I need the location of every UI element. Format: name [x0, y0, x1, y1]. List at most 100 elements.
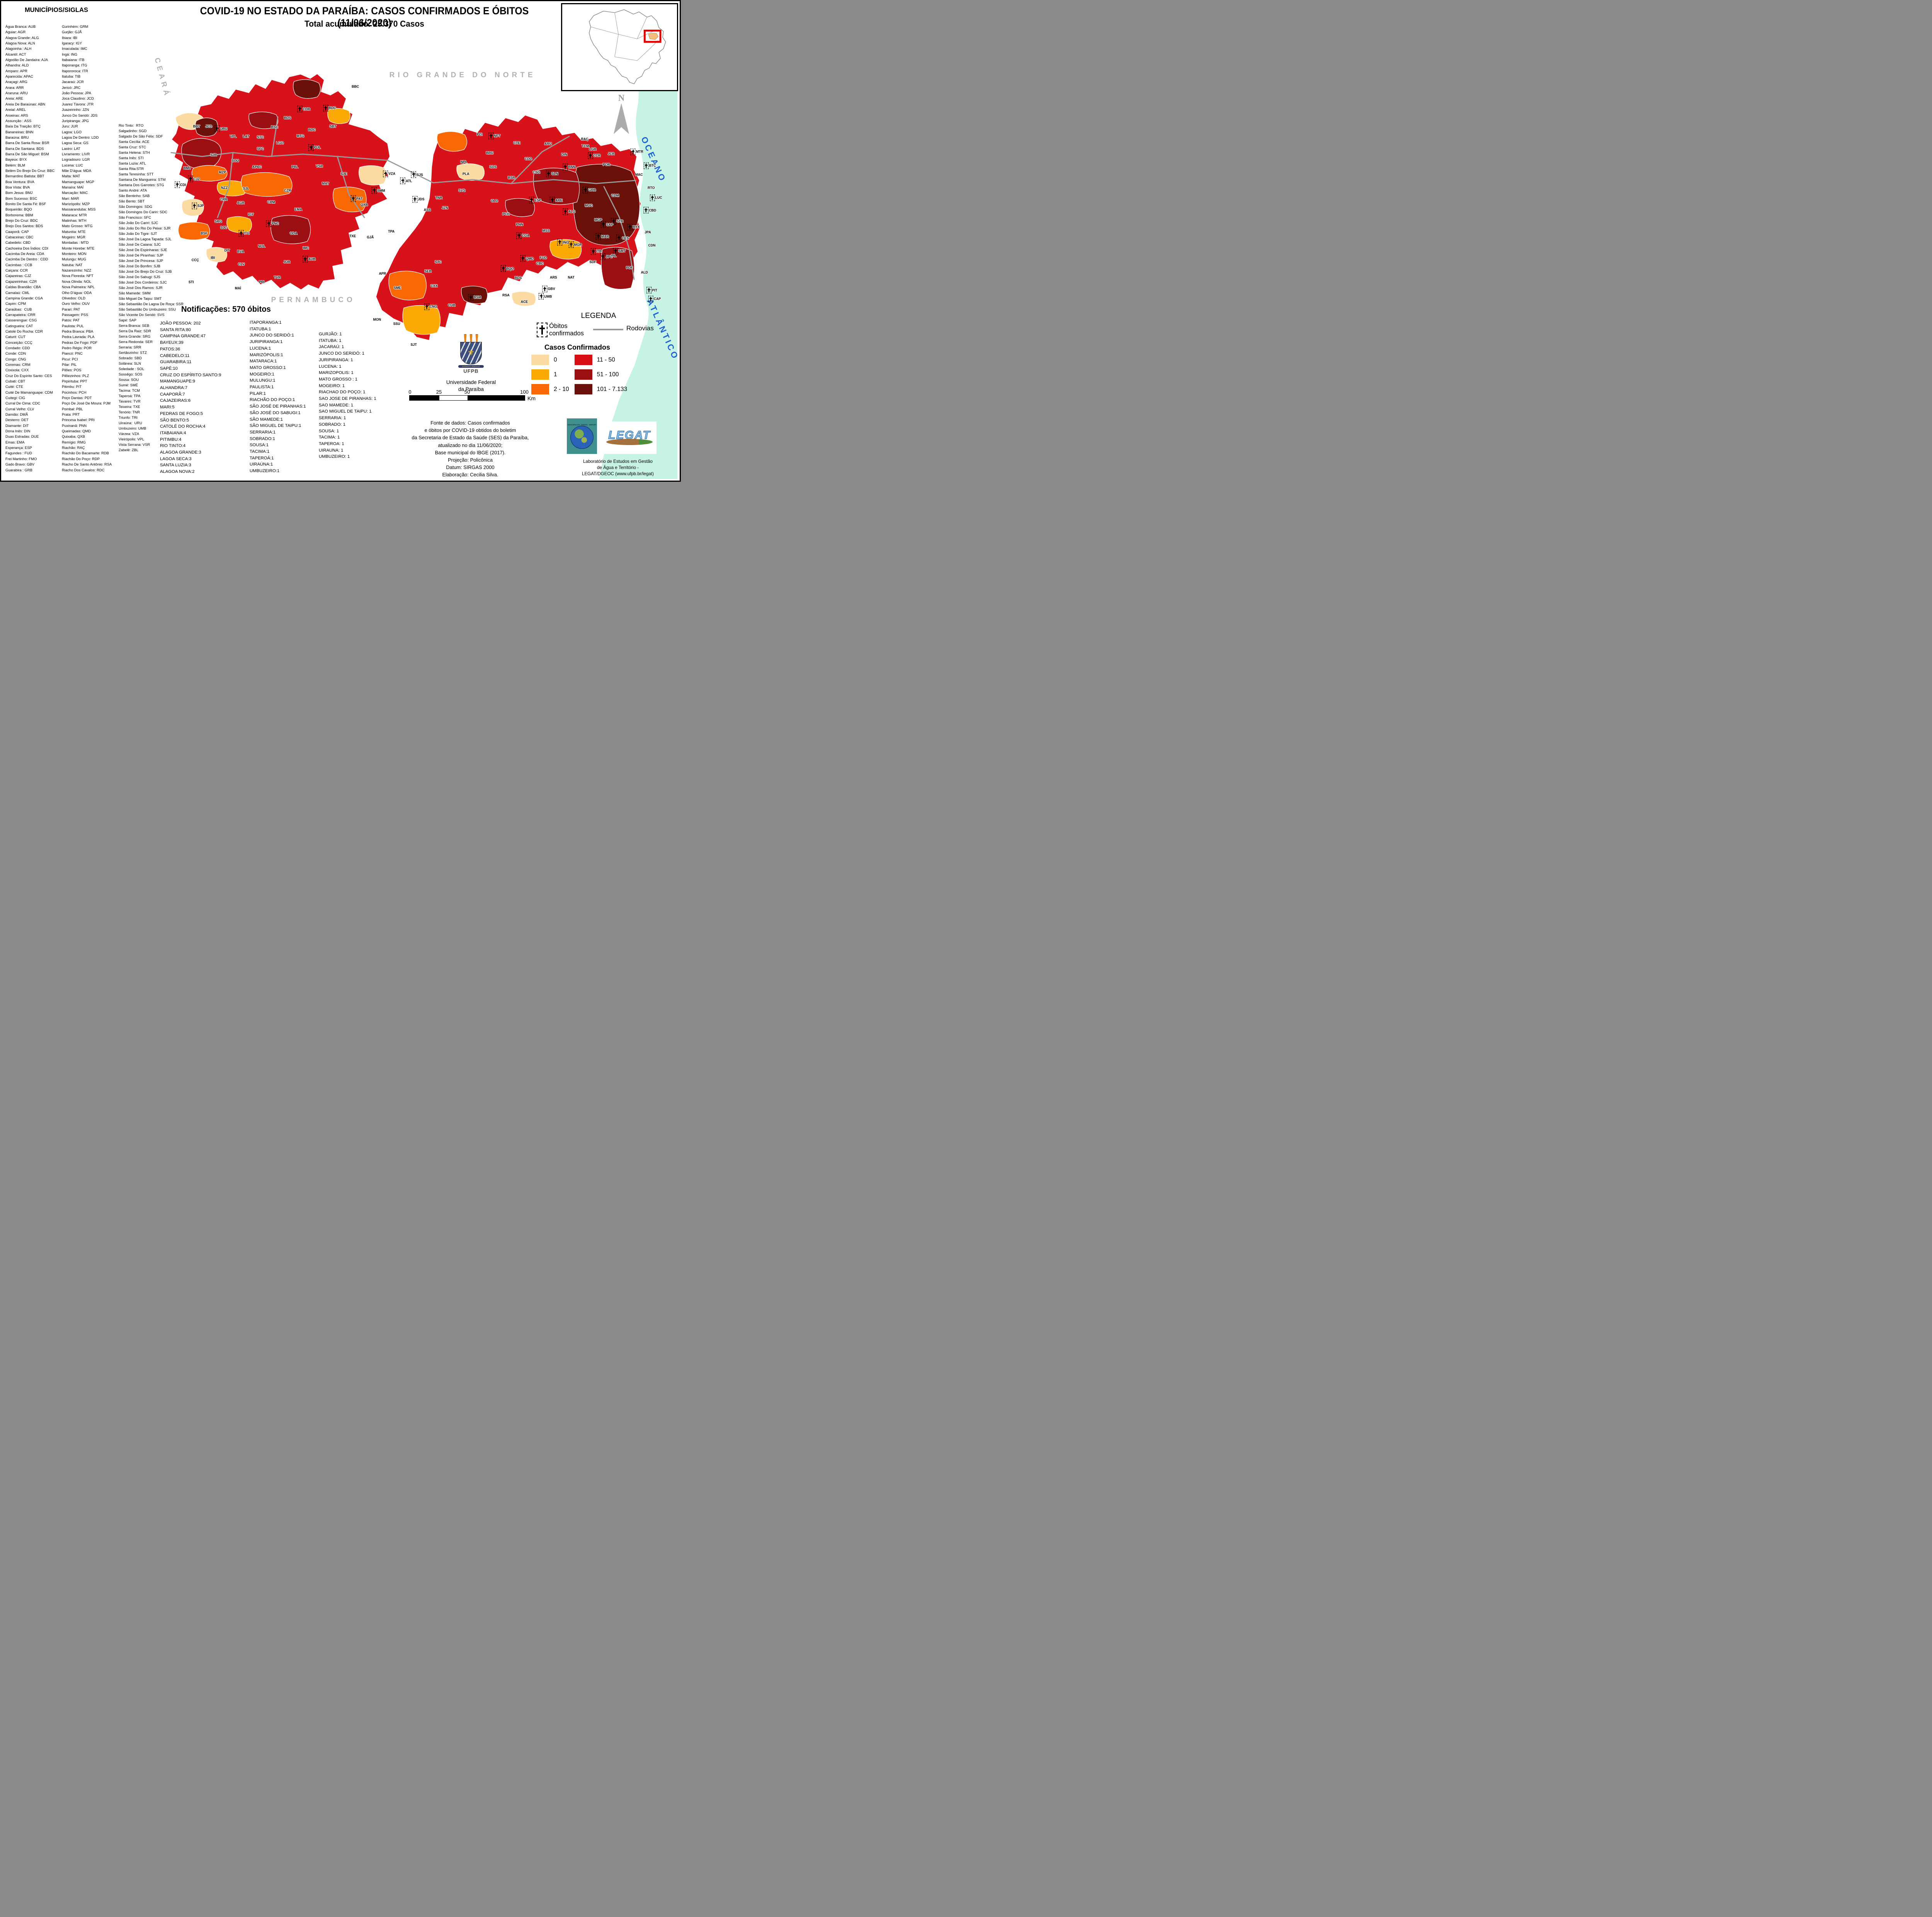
list-item: Massaranduba: MSS: [62, 207, 96, 212]
list-item: Elaboração: Cecilia Silva.: [442, 472, 498, 478]
list-item: Malta: MAT: [62, 174, 80, 178]
list-item: Quixaba: QXB: [62, 434, 85, 439]
list-item: Sapé: SAP: [119, 318, 136, 322]
obito-cross-icon: [266, 220, 272, 227]
list-item: Cubati: CBT: [5, 379, 26, 383]
map-label-RDC: RDC: [308, 127, 316, 132]
map-label-ESP: ESP: [529, 197, 541, 204]
list-item: CATOLÉ DO ROCHA:4: [160, 424, 206, 429]
municipios-siglas-header: MUNICÍPIOS/SIGLAS: [24, 7, 88, 14]
map-label-JUR: JUR: [283, 260, 291, 264]
list-item: Taperoá: TPA: [119, 394, 141, 398]
ufpb-logo: ⚜ SAPIENTIA ÆDIFICAT UFPB: [456, 332, 486, 374]
list-item: Pirpirituba: PPT: [62, 379, 87, 383]
list-item: Amparo: APR: [5, 68, 27, 73]
list-item: Natuba: NAT: [62, 262, 83, 267]
map-label-IGY: IGY: [248, 212, 254, 217]
legend-class: 51 - 100: [574, 369, 627, 380]
list-item: Olho D'água: ODA: [62, 290, 92, 295]
list-item: Mari: MAR: [62, 196, 79, 201]
map-label-CBD: CBD: [643, 207, 656, 214]
map-label-NAT: NAT: [568, 275, 575, 279]
legend-swatch: [574, 355, 592, 365]
list-item: Riacho De Santo Antônio: RSA: [62, 462, 112, 467]
list-item: Sobrado: SBD: [119, 356, 142, 360]
list-item: São João Do Rio Do Peixe: SJR: [119, 226, 171, 230]
map-label-JZN: JZN: [442, 206, 448, 210]
list-item: Camalaú: CML: [5, 290, 30, 295]
list-item: Dona Inês: DIN: [5, 429, 31, 433]
map-label-TCM: TCM: [582, 144, 589, 148]
list-item: Sumé: SMÉ: [119, 383, 138, 387]
scale-unit: Km: [527, 395, 536, 401]
map-label-PNN: PNN: [516, 223, 523, 227]
scale-tick: 25: [436, 389, 442, 395]
list-item: BAYEUX:39: [160, 340, 184, 345]
dgeoc-logo: GEOCIÊNCIAS - DGEOC - DEPARTAMENTO DE: [567, 418, 597, 454]
list-item: São Miguel De Taipu: SMT: [119, 296, 162, 301]
map-label-ODA: ODA: [290, 231, 298, 235]
map-label-PDF: PDF: [626, 265, 633, 270]
obito-cross-icon: [323, 105, 328, 112]
list-item: MATO GROSSO : 1: [319, 377, 358, 382]
map-label-MON: MON: [373, 318, 381, 322]
list-item: SOUSA: 1: [319, 428, 339, 433]
list-item: Baía Da Traição: BTÇ: [5, 124, 41, 129]
legend-swatch: [531, 369, 549, 380]
obito-cross-icon: [500, 265, 506, 272]
list-item: Brejo Do Cruz: BDC: [5, 218, 38, 223]
legend: LEGENDA Óbitos confirmados Rodovias Caso…: [531, 312, 666, 394]
map-label-BDC: BDC: [323, 105, 336, 112]
list-item: SOUSA:1: [250, 443, 269, 448]
list-item: Lastro: LAT: [62, 146, 80, 151]
list-item: Igaracy: IGY: [62, 41, 82, 46]
obito-cross-icon: [303, 256, 308, 263]
list-item: São Vicente Do Seridó: SVS: [119, 313, 165, 317]
map-label-NPL: NPL: [460, 160, 468, 164]
list-item: São José Da Lagoa Tapada: SJL: [119, 237, 172, 241]
list-item: São José De Espinharas: SJE: [119, 248, 167, 252]
map-label-IMC: IMC: [303, 246, 309, 250]
map-label-SOU: SOU: [231, 159, 239, 163]
map-label-URU: URU: [214, 125, 227, 132]
obito-cross-icon: [563, 163, 568, 170]
list-item: Pedra Lavrada: PLA: [62, 335, 95, 339]
list-item: Juazeirinho: JZN: [62, 107, 89, 112]
brazil-outline: [589, 9, 666, 84]
list-item: Base municipal do IBGE (2017).: [435, 449, 506, 455]
list-item: Joca Claudino: JCD: [62, 96, 94, 101]
map-label-CDM: CDM: [611, 193, 619, 197]
map-label-TNR: TNR: [435, 195, 442, 200]
list-item: Alagoinha : ALH: [5, 46, 32, 51]
list-item: SAPÉ:10: [160, 366, 178, 371]
obito-cross-icon: [650, 194, 655, 201]
map-label-MZP: MZP: [219, 170, 226, 175]
region-label-pernambuco: PERNAMBUCO: [271, 296, 355, 304]
list-item: Campina Grande: CGA: [5, 296, 43, 300]
list-item: MAMANGUAPE:9: [160, 379, 196, 384]
list-item: Cuité De Mamanguape: CDM: [5, 390, 53, 394]
list-item: Serra Da Raiz: SDR: [119, 329, 151, 333]
list-item: Mamanguape: MGP: [62, 179, 94, 184]
map-label-JPA: JPA: [645, 230, 651, 235]
list-item: Santa Cruz: STC: [119, 145, 146, 149]
list-item: Aparecida: APAC: [5, 74, 33, 79]
list-item: MOGEIRO:1: [250, 372, 275, 377]
list-item: Matinhas: MTH: [62, 218, 87, 223]
list-item: Damião: DMÃ: [5, 412, 28, 417]
list-item: Rio Tinto: RTO: [119, 123, 144, 127]
list-item: Soledade : SOL: [119, 367, 145, 371]
list-item: São José Do Bonfim: SJB: [119, 264, 160, 268]
map-label-EMA: EMA: [294, 207, 302, 211]
list-item: Curral De Cima: CDC: [5, 401, 41, 406]
deaths-list-col3: GURJÃO: 1 ITATUBA: 1 JACARAÚ: 1 JUNCO DO SE…: [319, 331, 376, 460]
map-label-TVR: TVR: [274, 275, 281, 279]
legend-swatch-label: 51 - 100: [597, 371, 619, 378]
list-item: Tenório: TNR: [119, 410, 140, 414]
obito-cross-icon: [630, 148, 636, 155]
map-label-CDN: CDN: [648, 243, 656, 247]
list-item: LEGAT/DGEOC (www.ufpb.br/legat): [582, 471, 654, 476]
list-item: São José Do Brejo Do Cruz: SJB: [119, 269, 172, 274]
list-item: RIACHÃO DO POÇO:1: [250, 398, 295, 403]
map-label-MSS: MSS: [542, 229, 550, 233]
